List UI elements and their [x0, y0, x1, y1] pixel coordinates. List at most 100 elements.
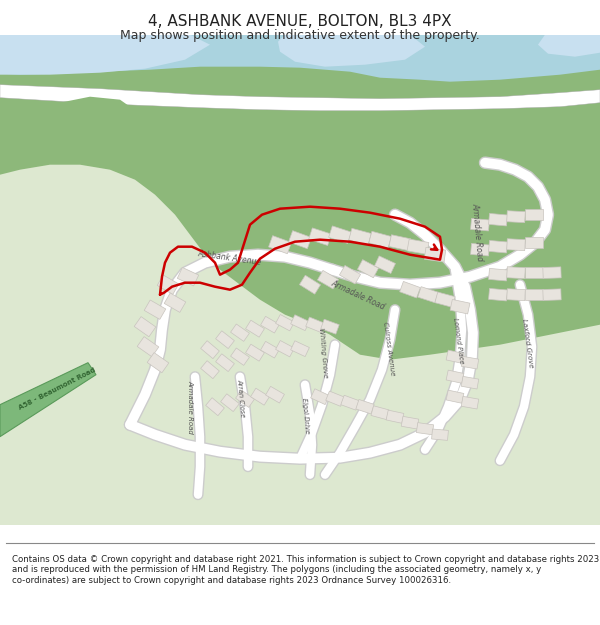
- FancyBboxPatch shape: [275, 341, 295, 357]
- Text: A58 - Beaumont Road: A58 - Beaumont Road: [18, 366, 97, 411]
- FancyBboxPatch shape: [221, 394, 239, 411]
- FancyBboxPatch shape: [290, 341, 310, 357]
- FancyBboxPatch shape: [389, 235, 411, 251]
- FancyBboxPatch shape: [507, 267, 525, 279]
- FancyBboxPatch shape: [435, 292, 455, 308]
- Text: Armadale Road: Armadale Road: [330, 279, 387, 312]
- FancyBboxPatch shape: [543, 289, 561, 301]
- Polygon shape: [45, 97, 130, 121]
- Text: 4, ASHBANK AVENUE, BOLTON, BL3 4PX: 4, ASHBANK AVENUE, BOLTON, BL3 4PX: [148, 14, 452, 29]
- FancyBboxPatch shape: [251, 388, 269, 405]
- FancyBboxPatch shape: [507, 239, 525, 251]
- FancyBboxPatch shape: [401, 416, 419, 429]
- FancyBboxPatch shape: [134, 317, 156, 337]
- FancyBboxPatch shape: [488, 288, 508, 301]
- FancyBboxPatch shape: [349, 228, 371, 245]
- FancyBboxPatch shape: [407, 239, 429, 254]
- FancyBboxPatch shape: [311, 389, 329, 404]
- FancyBboxPatch shape: [488, 268, 508, 281]
- Text: Whiting Grove: Whiting Grove: [318, 327, 328, 378]
- FancyBboxPatch shape: [260, 316, 280, 333]
- Polygon shape: [10, 125, 110, 155]
- FancyBboxPatch shape: [341, 395, 359, 410]
- FancyBboxPatch shape: [215, 331, 235, 349]
- FancyBboxPatch shape: [245, 344, 265, 361]
- Text: Armadale Road: Armadale Road: [470, 202, 484, 262]
- FancyBboxPatch shape: [525, 238, 543, 248]
- FancyBboxPatch shape: [200, 341, 220, 359]
- FancyBboxPatch shape: [543, 267, 561, 279]
- FancyBboxPatch shape: [245, 320, 265, 337]
- FancyBboxPatch shape: [488, 241, 508, 253]
- FancyBboxPatch shape: [164, 293, 186, 312]
- FancyBboxPatch shape: [275, 314, 295, 331]
- FancyBboxPatch shape: [266, 386, 284, 403]
- Polygon shape: [0, 34, 210, 74]
- FancyBboxPatch shape: [461, 396, 479, 409]
- FancyBboxPatch shape: [371, 406, 389, 419]
- FancyBboxPatch shape: [230, 324, 250, 341]
- FancyBboxPatch shape: [418, 287, 438, 302]
- FancyBboxPatch shape: [374, 256, 395, 274]
- FancyBboxPatch shape: [215, 354, 235, 371]
- FancyBboxPatch shape: [461, 356, 479, 369]
- FancyBboxPatch shape: [507, 211, 525, 222]
- Text: Arran Close: Arran Close: [236, 379, 245, 418]
- FancyBboxPatch shape: [306, 317, 324, 332]
- FancyBboxPatch shape: [525, 289, 543, 300]
- FancyBboxPatch shape: [340, 266, 361, 284]
- FancyBboxPatch shape: [269, 236, 292, 254]
- FancyBboxPatch shape: [369, 231, 391, 248]
- FancyBboxPatch shape: [507, 289, 525, 301]
- Polygon shape: [0, 34, 600, 524]
- FancyBboxPatch shape: [470, 243, 490, 256]
- FancyBboxPatch shape: [446, 370, 464, 383]
- FancyBboxPatch shape: [144, 300, 166, 319]
- FancyBboxPatch shape: [446, 390, 464, 403]
- FancyBboxPatch shape: [147, 352, 169, 372]
- FancyBboxPatch shape: [260, 341, 280, 358]
- FancyBboxPatch shape: [236, 390, 254, 408]
- FancyBboxPatch shape: [488, 213, 508, 226]
- FancyBboxPatch shape: [461, 376, 479, 389]
- FancyBboxPatch shape: [470, 218, 490, 231]
- FancyBboxPatch shape: [230, 348, 250, 366]
- FancyBboxPatch shape: [290, 315, 310, 331]
- Text: Map shows position and indicative extent of the property.: Map shows position and indicative extent…: [120, 29, 480, 42]
- FancyBboxPatch shape: [431, 429, 448, 441]
- FancyBboxPatch shape: [450, 299, 470, 314]
- FancyBboxPatch shape: [321, 319, 339, 334]
- FancyBboxPatch shape: [329, 226, 352, 244]
- FancyBboxPatch shape: [178, 268, 199, 286]
- FancyBboxPatch shape: [326, 391, 344, 406]
- FancyBboxPatch shape: [525, 209, 543, 220]
- Text: Armadale Road: Armadale Road: [187, 380, 193, 434]
- FancyBboxPatch shape: [317, 271, 338, 289]
- Text: Elgol Drive: Elgol Drive: [301, 398, 310, 434]
- FancyBboxPatch shape: [400, 281, 421, 298]
- Text: Lomond Place: Lomond Place: [452, 317, 464, 364]
- FancyBboxPatch shape: [356, 399, 374, 414]
- FancyBboxPatch shape: [416, 422, 434, 435]
- FancyBboxPatch shape: [157, 275, 179, 294]
- Polygon shape: [0, 34, 600, 359]
- Polygon shape: [435, 125, 520, 152]
- FancyBboxPatch shape: [299, 275, 320, 294]
- Text: Contains OS data © Crown copyright and database right 2021. This information is : Contains OS data © Crown copyright and d…: [12, 555, 599, 585]
- FancyBboxPatch shape: [308, 228, 331, 246]
- FancyBboxPatch shape: [289, 231, 311, 249]
- FancyBboxPatch shape: [200, 361, 220, 379]
- FancyBboxPatch shape: [206, 398, 224, 416]
- FancyBboxPatch shape: [358, 259, 379, 278]
- FancyBboxPatch shape: [137, 337, 159, 357]
- Polygon shape: [278, 34, 425, 67]
- FancyBboxPatch shape: [446, 350, 464, 363]
- Text: Laxford Grove: Laxford Grove: [521, 318, 534, 368]
- Polygon shape: [0, 84, 600, 111]
- Polygon shape: [0, 34, 600, 82]
- Polygon shape: [0, 362, 96, 437]
- FancyBboxPatch shape: [525, 268, 543, 278]
- FancyBboxPatch shape: [386, 410, 404, 423]
- Polygon shape: [538, 34, 600, 57]
- Text: Culross Avenue: Culross Avenue: [382, 321, 395, 376]
